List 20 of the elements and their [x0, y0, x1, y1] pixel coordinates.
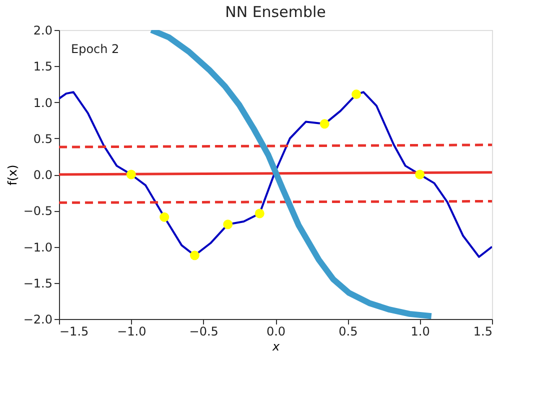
x-tick-label: 1.5	[473, 324, 492, 338]
y-axis-title: f(x)	[5, 164, 20, 186]
y-tick-label: 1.0	[33, 96, 52, 110]
y-tick-label: 1.5	[33, 60, 52, 74]
y-tick-label: −0.5	[23, 204, 52, 218]
x-tick-label: −1.5	[60, 324, 89, 338]
y-tick-label: 0.5	[33, 132, 52, 146]
x-tick-label: 0.5	[338, 324, 358, 338]
y-tick-label: −2.0	[23, 312, 52, 326]
y-tick-label: −1.5	[23, 276, 52, 290]
x-tick-label: 1.0	[410, 324, 430, 338]
annotation: Epoch 2	[71, 42, 120, 56]
x-axis-title: x	[271, 340, 280, 354]
y-tick-label: −1.0	[23, 240, 52, 254]
x-tick-label: 0.0	[266, 324, 286, 338]
y-tick-label: 2.0	[33, 24, 52, 38]
y-tick-label: 0.0	[33, 168, 52, 182]
x-tick-label: −1.0	[117, 324, 146, 338]
x-tick-label: −0.5	[189, 324, 218, 338]
chart-title: NN Ensemble	[225, 3, 326, 21]
